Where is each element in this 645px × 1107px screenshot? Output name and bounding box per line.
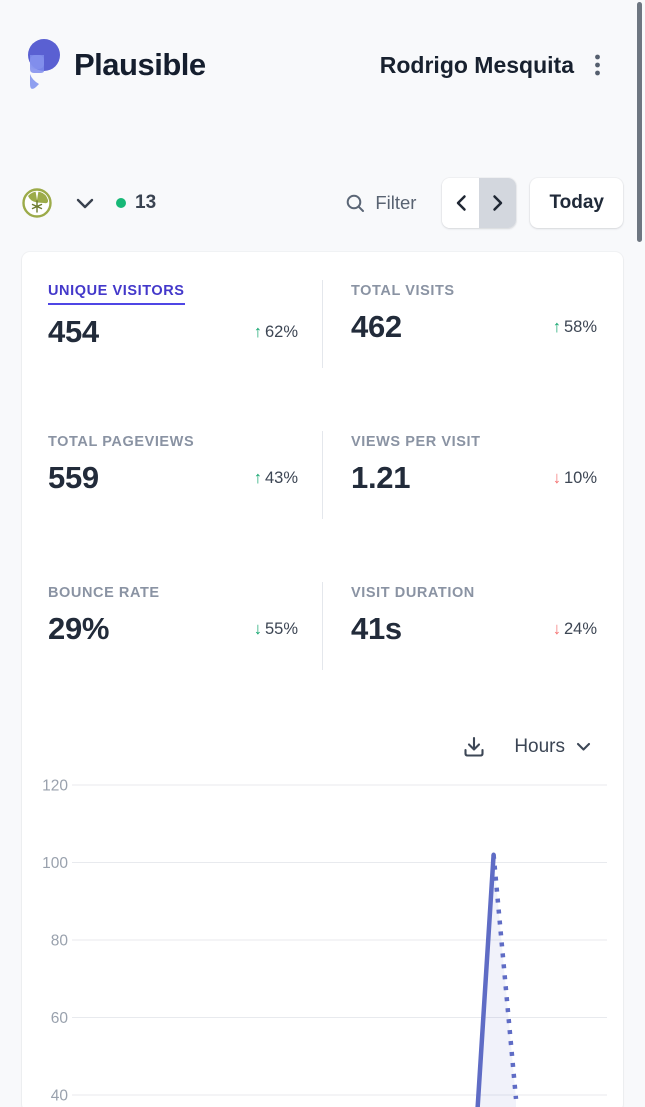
y-tick-label: 60 — [51, 1010, 69, 1027]
metric-change: ↓ 10% — [552, 468, 597, 487]
metric-label: TOTAL VISITS — [351, 283, 455, 299]
plausible-logo-icon — [24, 36, 60, 94]
metric-visit-duration[interactable]: VISIT DURATION 41s ↓ 24% — [323, 584, 597, 670]
column-divider — [322, 280, 323, 368]
metric-change: ↓ 55% — [253, 619, 298, 638]
trend-arrow-icon: ↓ — [253, 619, 262, 638]
metric-value: 462 — [351, 309, 402, 344]
site-switcher-chevron[interactable] — [76, 198, 94, 209]
site-favicon[interactable] — [22, 188, 52, 218]
y-tick-label: 80 — [51, 933, 69, 950]
today-button[interactable]: Today — [530, 178, 623, 228]
live-visitor-count: 13 — [135, 192, 157, 213]
metric-change: ↑ 58% — [552, 317, 597, 336]
column-divider — [322, 582, 323, 670]
metric-row: BOUNCE RATE 29% ↓ 55% VISIT DURATION 41s … — [48, 582, 597, 670]
metric-label: VISIT DURATION — [351, 585, 475, 601]
chart-toolbar: Hours — [48, 735, 597, 759]
metric-value: 41s — [351, 611, 402, 646]
date-controls: Filter Today — [345, 178, 623, 228]
scrollbar-thumb[interactable] — [637, 2, 642, 242]
account-name: Rodrigo Mesquita — [379, 51, 574, 78]
metric-total-visits[interactable]: TOTAL VISITS 462 ↑ 58% — [323, 282, 597, 368]
next-period-button[interactable] — [479, 178, 517, 228]
metric-value: 1.21 — [351, 460, 411, 495]
y-tick-label: 120 — [42, 778, 68, 795]
metric-value: 29% — [48, 611, 110, 646]
chevron-down-icon — [76, 198, 94, 209]
top-bar: Plausible Rodrigo Mesquita — [0, 0, 645, 94]
metric-value: 454 — [48, 314, 99, 349]
trend-arrow-icon: ↑ — [552, 317, 561, 336]
series-area — [477, 854, 516, 1107]
search-icon — [345, 193, 366, 214]
account-menu-button[interactable] — [590, 49, 605, 81]
series-line-dashed — [491, 854, 519, 1100]
site-favicon-icon — [22, 188, 52, 218]
live-dot-icon — [116, 198, 126, 208]
trend-arrow-icon: ↑ — [253, 468, 262, 487]
metric-change: ↑ 62% — [253, 322, 298, 341]
column-divider — [322, 431, 323, 519]
metric-total-pageviews[interactable]: TOTAL PAGEVIEWS 559 ↑ 43% — [48, 433, 322, 519]
y-tick-label: 100 — [42, 855, 68, 872]
metric-label: BOUNCE RATE — [48, 585, 160, 601]
filter-button[interactable]: Filter — [345, 192, 416, 214]
prev-period-button[interactable] — [442, 178, 480, 228]
download-icon — [462, 735, 486, 759]
brand: Plausible — [24, 36, 206, 94]
metric-unique-visitors[interactable]: UNIQUE VISITORS 454 ↑ 62% — [48, 282, 322, 368]
ellipsis-vertical-icon — [594, 53, 601, 77]
metric-bounce-rate[interactable]: BOUNCE RATE 29% ↓ 55% — [48, 584, 322, 670]
period-nav — [442, 178, 517, 228]
live-visitors-button[interactable]: 13 — [116, 192, 156, 214]
metric-label: TOTAL PAGEVIEWS — [48, 434, 195, 450]
account: Rodrigo Mesquita — [380, 49, 605, 81]
interval-label: Hours — [514, 736, 565, 757]
chevron-down-icon — [576, 742, 591, 752]
metric-row: TOTAL PAGEVIEWS 559 ↑ 43% VIEWS PER VISIT… — [48, 431, 597, 519]
trend-arrow-icon: ↓ — [552, 619, 561, 638]
trend-arrow-icon: ↑ — [253, 322, 262, 341]
metric-change: ↓ 24% — [552, 619, 597, 638]
metric-change: ↑ 43% — [253, 468, 298, 487]
site-switcher: 13 — [22, 188, 156, 218]
chevron-right-icon — [492, 194, 504, 212]
metric-views-per-visit[interactable]: VIEWS PER VISIT 1.21 ↓ 10% — [323, 433, 597, 519]
stats-card: UNIQUE VISITORS 454 ↑ 62% TOTAL VISITS 46… — [22, 252, 623, 1107]
chevron-left-icon — [455, 194, 467, 212]
y-tick-label: 40 — [51, 1088, 69, 1105]
visitors-chart[interactable]: 12010080604020 — [22, 772, 623, 1107]
metric-label: VIEWS PER VISIT — [351, 434, 481, 450]
metric-label: UNIQUE VISITORS — [48, 283, 185, 305]
metric-row: UNIQUE VISITORS 454 ↑ 62% TOTAL VISITS 46… — [48, 280, 597, 368]
brand-title: Plausible — [74, 47, 206, 82]
trend-arrow-icon: ↓ — [552, 468, 561, 487]
chart-wrap: 12010080604020 — [22, 772, 623, 1107]
controls-row: 13 Filter — [22, 178, 623, 228]
filter-label: Filter — [375, 192, 417, 213]
series-line-solid — [475, 852, 496, 1107]
metric-value: 559 — [48, 460, 99, 495]
export-button[interactable] — [462, 735, 486, 759]
interval-select[interactable]: Hours — [514, 736, 591, 758]
